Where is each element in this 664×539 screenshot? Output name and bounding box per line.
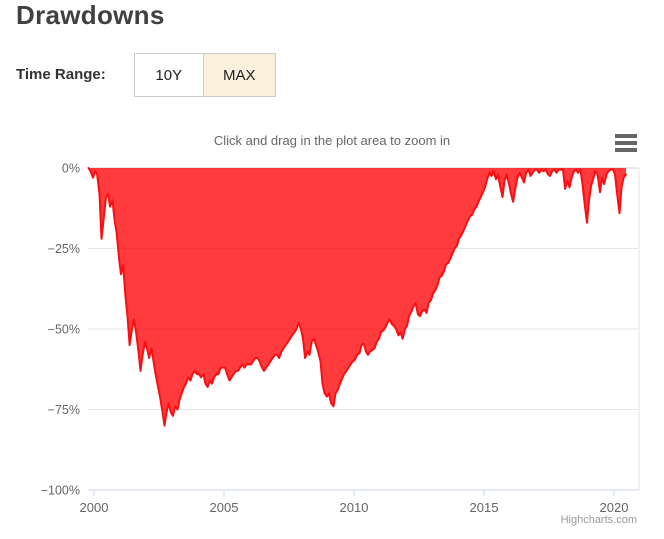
- svg-text:0%: 0%: [62, 162, 80, 176]
- plot-area[interactable]: 0% −25% −50% −75% −100%2000 2005 2010 2015 2020: [0, 125, 664, 539]
- svg-text:2005: 2005: [210, 500, 239, 515]
- chart-context-menu-button[interactable]: [615, 134, 637, 152]
- time-range-max-button[interactable]: MAX: [202, 53, 276, 97]
- svg-text:2000: 2000: [80, 500, 109, 515]
- hamburger-icon: [615, 134, 637, 138]
- time-range-buttons: 10Y MAX: [133, 53, 276, 97]
- drawdown-chart-container: Click and drag in the plot area to zoom …: [0, 125, 664, 539]
- highcharts-credit[interactable]: Highcharts.com: [560, 514, 637, 526]
- svg-text:2010: 2010: [340, 500, 369, 515]
- time-range-row: Time Range: 10Y MAX: [16, 53, 276, 97]
- svg-text:2015: 2015: [470, 500, 499, 515]
- hamburger-icon: [615, 148, 637, 152]
- svg-text:−50%: −50%: [48, 323, 80, 337]
- svg-text:−100%: −100%: [41, 484, 80, 498]
- svg-text:−25%: −25%: [48, 242, 80, 256]
- time-range-10y-button[interactable]: 10Y: [133, 53, 204, 97]
- time-range-label: Time Range:: [16, 66, 106, 83]
- svg-text:2020: 2020: [600, 500, 629, 515]
- svg-text:−75%: −75%: [48, 403, 80, 417]
- hamburger-icon: [615, 141, 637, 145]
- chart-subtitle: Click and drag in the plot area to zoom …: [213, 133, 451, 148]
- page-title: Drawdowns: [16, 0, 165, 30]
